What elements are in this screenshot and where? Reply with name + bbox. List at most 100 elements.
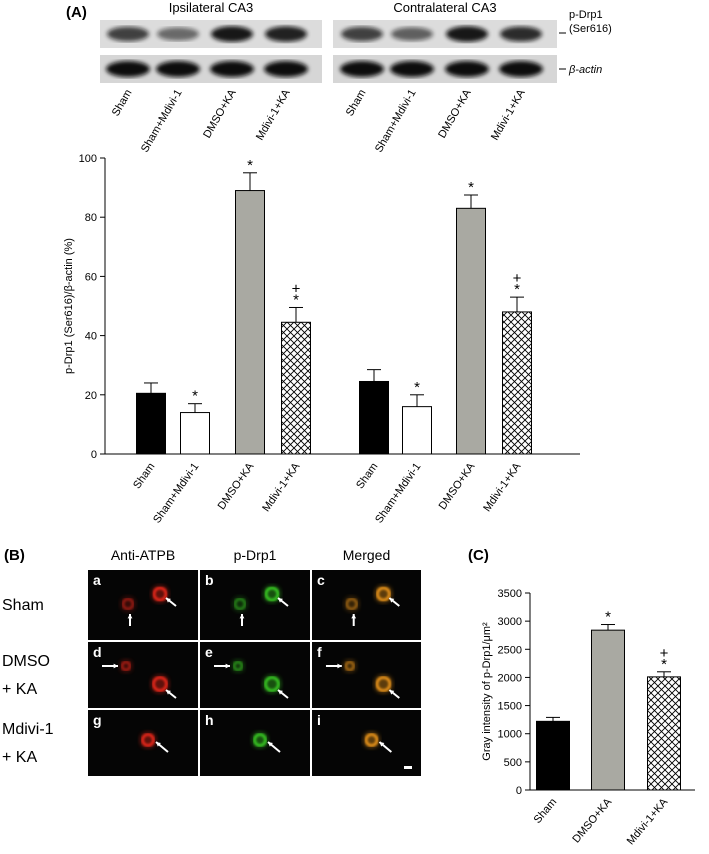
cell <box>375 676 392 692</box>
significance-mark: + <box>660 645 669 662</box>
column-header: Merged <box>343 547 390 563</box>
column-header: Anti-ATPB <box>111 547 175 563</box>
column-header: p-Drp1 <box>234 547 277 563</box>
arrow-head <box>278 690 283 695</box>
significance-mark: * <box>468 179 474 196</box>
bar <box>502 311 532 455</box>
panel-letter: e <box>205 644 213 660</box>
micrograph <box>200 570 310 640</box>
arrow-head <box>239 614 245 619</box>
row-label: Mdivi-1 <box>2 721 54 738</box>
blot-band <box>211 26 253 42</box>
y-tick-label: 2500 <box>498 644 522 656</box>
cell <box>232 660 244 672</box>
panel-letter: b <box>205 572 214 588</box>
panel-letter: g <box>93 712 102 728</box>
bar <box>281 321 311 455</box>
blot-lane-label: DMSO+KA <box>436 87 474 140</box>
blot-band <box>390 61 434 77</box>
y-tick-label: 60 <box>85 271 97 283</box>
cell <box>376 586 391 602</box>
y-axis-label: p-Drp1 (Ser616)/β-actin (%) <box>63 238 75 374</box>
panel-letter: d <box>93 644 102 660</box>
x-tick-label: Sham <box>354 461 380 491</box>
y-tick-label: 40 <box>85 331 97 343</box>
significance-mark: * <box>414 379 420 396</box>
micrograph <box>312 570 421 640</box>
significance-mark: * <box>605 609 611 626</box>
micrograph <box>88 642 198 708</box>
band-label: p-Drp1 <box>569 9 603 21</box>
cell <box>344 660 355 672</box>
arrow-head <box>166 598 171 603</box>
blot-band <box>340 61 384 77</box>
arrow-head <box>389 690 395 695</box>
x-tick-label: Mdivi-1+KA <box>625 796 671 848</box>
blot-lane-label: Mdivi-1+KA <box>489 87 528 143</box>
x-tick-label: DMSO+KA <box>570 796 614 846</box>
y-tick-label: 1000 <box>498 729 522 741</box>
panel-letter: f <box>317 644 322 660</box>
arrow-head <box>166 690 171 695</box>
cell <box>364 733 379 747</box>
row-label: + KA <box>2 681 37 698</box>
x-tick-label: DMSO+KA <box>437 460 478 512</box>
x-tick-label: Mdivi-1+KA <box>260 460 303 514</box>
arrow-head <box>156 742 161 747</box>
bar <box>235 190 265 455</box>
blot-band <box>446 26 488 42</box>
blot-band <box>341 26 383 42</box>
panel-label: (C) <box>468 547 489 564</box>
micrograph <box>88 570 198 640</box>
blot-lane-label: Sham+Mdivi-1 <box>139 88 185 155</box>
bar <box>402 406 432 455</box>
blot-lane-label: Sham+Mdivi-1 <box>373 88 419 155</box>
x-tick-label: DMSO+KA <box>216 460 257 512</box>
blot-band <box>107 26 149 42</box>
cell <box>121 597 135 611</box>
cell <box>264 676 280 692</box>
blot-band <box>500 26 542 42</box>
arrow-head <box>389 598 395 603</box>
significance-mark: * <box>192 388 198 405</box>
blot-band <box>210 61 254 77</box>
cell <box>152 586 168 602</box>
y-tick-label: 3000 <box>498 616 522 628</box>
cell <box>233 597 247 611</box>
bar <box>359 380 389 455</box>
x-tick-label: Mdivi-1+KA <box>481 460 524 514</box>
y-tick-label: 80 <box>85 212 97 224</box>
blot-band <box>391 27 433 41</box>
row-label: DMSO <box>2 653 50 670</box>
x-tick-label: Sham <box>532 796 560 826</box>
panel-letter: c <box>317 572 325 588</box>
row-label: + KA <box>2 749 37 766</box>
bar <box>136 392 166 455</box>
blot-group-label: Contralateral CA3 <box>393 0 496 15</box>
blot-band <box>157 27 199 41</box>
arrow-head <box>379 742 385 747</box>
x-tick-label: Sham <box>131 461 157 491</box>
y-tick-label: 0 <box>516 785 522 797</box>
blot-lane-label: Mdivi-1+KA <box>254 87 293 143</box>
y-tick-label: 100 <box>79 153 97 165</box>
band-label: β-actin <box>568 64 602 76</box>
blot-lane-label: Sham <box>110 88 135 119</box>
panel-letter: i <box>317 712 321 728</box>
significance-mark: * <box>293 291 299 308</box>
panel-letter: a <box>93 572 101 588</box>
x-tick-label: Sham+Mdivi-1 <box>151 461 201 526</box>
bar <box>647 676 681 791</box>
bar <box>536 720 570 791</box>
blot-lane-label: Sham <box>344 88 369 119</box>
blot-band <box>156 61 200 77</box>
panel-label: (A) <box>66 4 87 21</box>
cell <box>264 586 280 602</box>
y-tick-label: 500 <box>504 757 522 769</box>
band-label: (Ser616) <box>569 23 612 35</box>
micrograph <box>200 642 310 708</box>
blot-band <box>445 61 489 77</box>
y-tick-label: 1500 <box>498 701 522 713</box>
blot-band <box>106 61 150 77</box>
